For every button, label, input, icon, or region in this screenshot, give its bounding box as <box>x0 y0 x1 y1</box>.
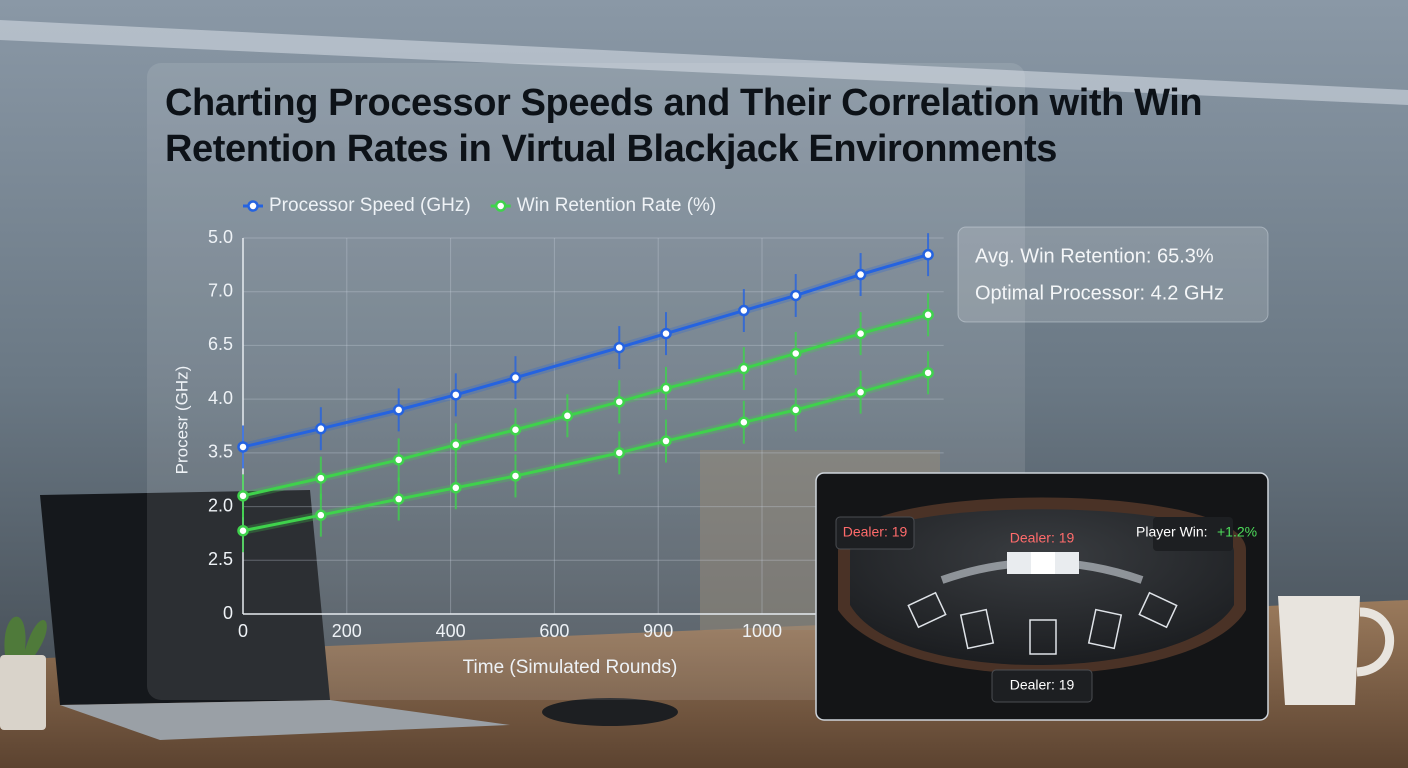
data-point <box>450 439 462 451</box>
plant-pot <box>0 655 46 730</box>
data-point <box>660 327 672 340</box>
data-point <box>561 410 574 422</box>
x-tick-label: 600 <box>539 621 569 641</box>
data-point <box>450 482 462 494</box>
info-box <box>957 226 1269 323</box>
x-tick-label: 900 <box>643 621 673 641</box>
legend-marker <box>494 200 507 212</box>
y-axis-label: Procesr (GHz) <box>172 366 191 475</box>
data-point <box>315 509 327 521</box>
y-tick-label: 4.0 <box>208 388 233 408</box>
data-point <box>922 248 934 261</box>
data-point <box>237 524 249 537</box>
data-point <box>660 435 672 447</box>
data-point <box>854 386 867 398</box>
data-point <box>392 493 405 505</box>
y-tick-label: 7.0 <box>208 280 233 300</box>
annotation: Optimal Processor: 4.2 GHz <box>975 282 1224 304</box>
mouse <box>542 698 678 726</box>
data-point <box>922 367 934 379</box>
y-tick-label: 3.5 <box>208 442 233 462</box>
x-tick-label: 0 <box>238 621 248 641</box>
laptop-screen <box>40 490 330 705</box>
data-point <box>738 362 750 375</box>
dealer-label: Dealer: 19 <box>1010 530 1075 546</box>
dealer-label: Dealer: 19 <box>1010 677 1075 693</box>
dealer-label: Dealer: 19 <box>843 524 908 540</box>
y-tick-label: 6.5 <box>208 334 233 354</box>
player-win-value: +1.2% <box>1217 524 1257 540</box>
data-point <box>854 268 867 281</box>
x-tick-label: 1000 <box>742 621 782 641</box>
legend-marker <box>247 200 259 212</box>
chart-title: Charting Processor Speeds and Their Corr… <box>165 82 1203 170</box>
series-line <box>242 313 929 498</box>
player-win-label: Player Win: <box>1136 524 1208 540</box>
data-point <box>392 454 405 466</box>
data-point <box>613 341 626 354</box>
data-point <box>738 416 750 428</box>
x-tick-label: 200 <box>332 621 362 641</box>
data-point <box>613 396 626 408</box>
mug <box>1278 596 1360 705</box>
data-point <box>509 371 522 384</box>
blackjack-panel: Dealer: 19 Dealer: 19 Player Win: +1.2% … <box>815 472 1269 721</box>
ceiling-light <box>0 20 1408 105</box>
data-point <box>854 327 867 340</box>
y-tick-label: 2.5 <box>208 549 233 569</box>
legend-label: Processor Speed (GHz) <box>269 195 471 216</box>
label-box <box>1153 517 1233 551</box>
data-point <box>789 289 802 302</box>
cards <box>907 591 1178 655</box>
label-box <box>991 669 1093 703</box>
label-box <box>835 516 915 550</box>
data-point <box>613 447 626 459</box>
y-tick-label: 2.0 <box>208 495 233 515</box>
data-point <box>237 441 249 453</box>
data-point <box>789 347 802 360</box>
data-point <box>315 422 327 435</box>
data-point <box>509 470 522 482</box>
y-tick-label: 5.0 <box>208 227 233 247</box>
data-point <box>509 424 522 436</box>
table-felt <box>850 509 1234 666</box>
data-point <box>237 490 249 502</box>
x-tick-label: 400 <box>436 621 466 641</box>
dealer-cards <box>1007 552 1079 574</box>
data-point <box>392 404 405 416</box>
data-point <box>450 389 462 401</box>
data-point <box>660 382 672 395</box>
annotation: Avg. Win Retention: 65.3% <box>975 245 1214 267</box>
data-point <box>789 404 802 416</box>
data-point <box>738 304 750 317</box>
data-point <box>922 309 934 321</box>
chart-panel <box>147 63 1025 700</box>
data-point <box>315 472 327 484</box>
plant <box>4 616 47 655</box>
legend-label: Win Retention Rate (%) <box>517 195 717 216</box>
laptop-base <box>60 700 510 740</box>
mug-handle <box>1356 607 1395 677</box>
x-axis-label: Time (Simulated Rounds) <box>463 657 678 678</box>
y-tick-label: 0 <box>223 603 233 623</box>
